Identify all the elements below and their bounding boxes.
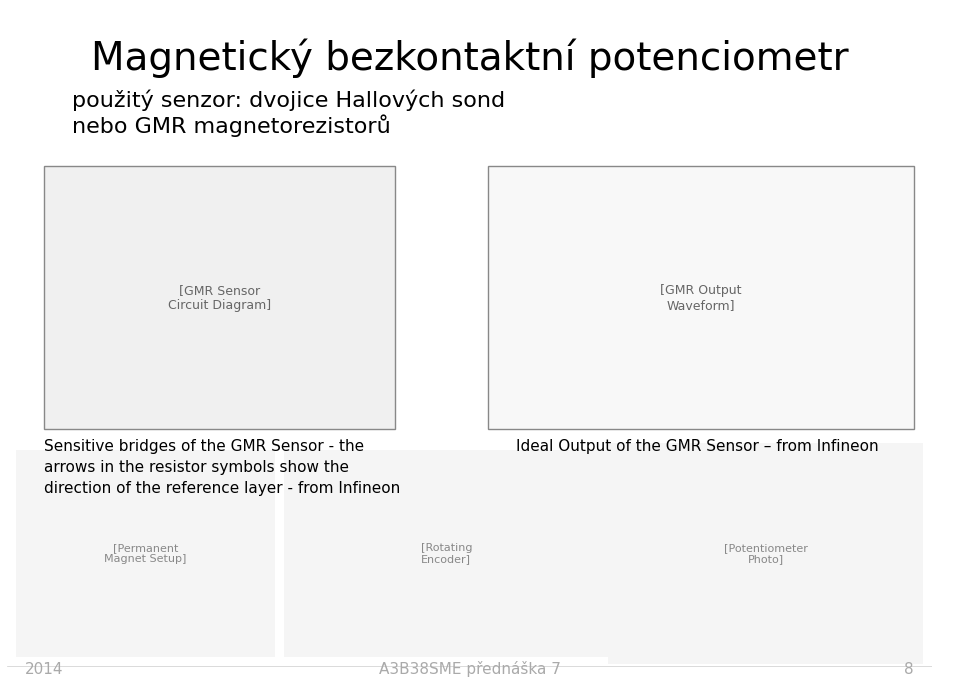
FancyBboxPatch shape (284, 450, 609, 657)
FancyBboxPatch shape (609, 443, 923, 664)
Text: 2014: 2014 (25, 662, 63, 677)
Text: [Potentiometer
Photo]: [Potentiometer Photo] (724, 543, 807, 565)
Text: [Rotating
Encoder]: [Rotating Encoder] (420, 543, 472, 565)
Text: direction of the reference layer - from Infineon: direction of the reference layer - from … (44, 481, 400, 496)
Text: nebo GMR magnetorezistorů: nebo GMR magnetorezistorů (72, 114, 391, 137)
FancyBboxPatch shape (16, 450, 276, 657)
Text: [GMR Sensor
Circuit Diagram]: [GMR Sensor Circuit Diagram] (168, 284, 272, 311)
Text: Sensitive bridges of the GMR Sensor - the: Sensitive bridges of the GMR Sensor - th… (44, 439, 364, 455)
FancyBboxPatch shape (44, 166, 396, 429)
Text: [GMR Output
Waveform]: [GMR Output Waveform] (660, 284, 741, 311)
Text: použitý senzor: dvojice Hallových sond: použitý senzor: dvojice Hallových sond (72, 90, 505, 111)
Text: 8: 8 (904, 662, 914, 677)
Text: arrows in the resistor symbols show the: arrows in the resistor symbols show the (44, 460, 348, 475)
Text: Ideal Output of the GMR Sensor – from Infineon: Ideal Output of the GMR Sensor – from In… (516, 439, 878, 455)
Text: A3B38SME přednáška 7: A3B38SME přednáška 7 (378, 661, 561, 677)
Text: [Permanent
Magnet Setup]: [Permanent Magnet Setup] (105, 543, 187, 565)
Text: Magnetický bezkontaktní potenciometr: Magnetický bezkontaktní potenciometr (90, 38, 849, 78)
FancyBboxPatch shape (488, 166, 914, 429)
